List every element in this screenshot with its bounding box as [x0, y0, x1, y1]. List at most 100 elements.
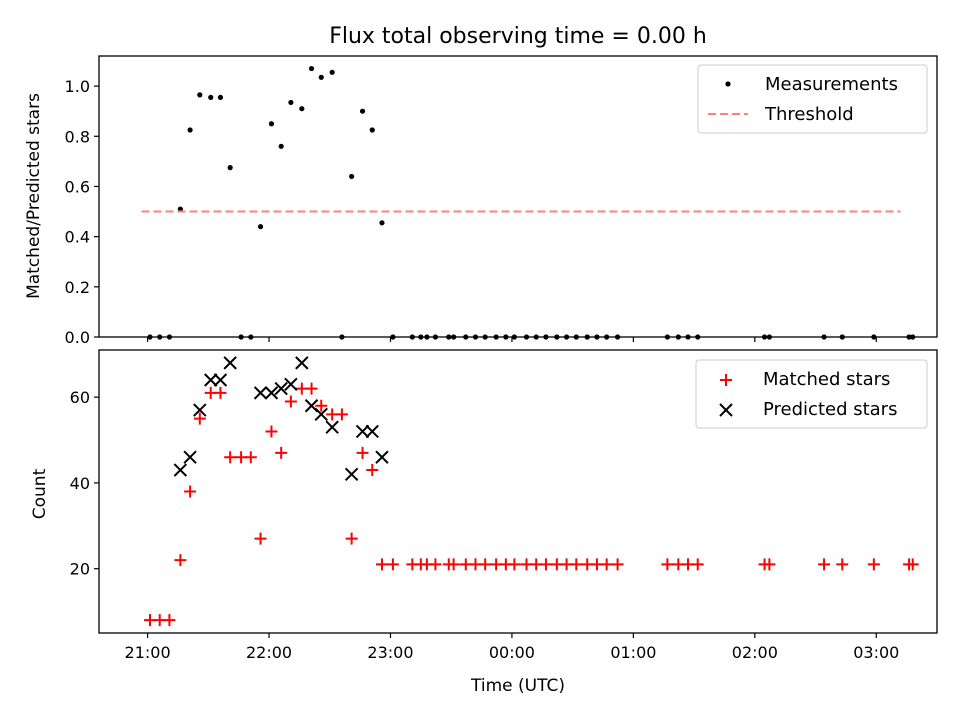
measurement-point [308, 65, 315, 72]
measurement-point [299, 106, 305, 112]
y-tick-label: 0.0 [65, 328, 90, 347]
measurement-point [238, 334, 244, 340]
x-tick-label: 21:00 [125, 643, 171, 662]
measurement-point [278, 143, 284, 149]
measurement-point [379, 220, 385, 226]
predicted-star-point [274, 381, 288, 396]
legend-measurements-dot-icon [725, 81, 731, 87]
measurement-point [257, 224, 264, 230]
y-tick-label: 1.0 [65, 77, 90, 96]
measurement-point [503, 334, 509, 340]
predicted-star-point [183, 450, 197, 464]
measurement-point [766, 334, 773, 340]
predicted-star-point [173, 463, 188, 477]
matched-star-point [366, 464, 379, 477]
legend-predicted-x-icon [719, 403, 733, 417]
measurement-point [573, 334, 579, 340]
measurement-point [268, 121, 275, 127]
matched-star-point [254, 532, 267, 545]
bottom-marks [144, 356, 919, 627]
matched-star-point [265, 425, 278, 438]
measurement-point [685, 334, 691, 340]
x-tick-label: 01:00 [610, 643, 656, 662]
measurement-point [511, 334, 517, 340]
predicted-star-point [325, 420, 339, 434]
top-panel-ylabel: Matched/Predicted stars [24, 93, 44, 299]
y-tick-label: 0.6 [65, 177, 90, 196]
predicted-star-point [193, 403, 207, 417]
measurement-point [664, 334, 670, 340]
measurement-point [288, 99, 294, 106]
matched-star-point [375, 558, 388, 571]
y-tick-label: 60 [70, 388, 90, 407]
matched-star-point [611, 558, 624, 571]
measurement-point [493, 334, 499, 340]
measurement-point [594, 334, 600, 340]
bottom-y-ticks: 20 40 60 [70, 388, 99, 579]
legend-predicted-label: Predicted stars [763, 399, 897, 420]
predicted-star-point [355, 424, 370, 439]
measurement-point [451, 334, 457, 340]
matched-star-point [193, 412, 206, 425]
measurement-point [369, 127, 375, 133]
legend-measurements-label: Measurements [765, 74, 898, 95]
matched-star-point [345, 532, 358, 545]
predicted-star-point [264, 386, 279, 400]
predicted-star-point [253, 386, 268, 400]
matched-star-point [356, 446, 369, 459]
top-panel-frame [98, 55, 938, 338]
measurement-point [906, 334, 912, 340]
matched-star-point [184, 485, 197, 498]
predicted-star-point [375, 450, 389, 464]
measurement-point [871, 334, 877, 340]
matched-star-point [429, 558, 442, 571]
y-tick-label: 40 [70, 474, 90, 493]
x-tick-label: 23:00 [367, 643, 413, 662]
top-panel: Matched/Predicted stars 0.0 0.2 0.4 0.6 0.8 1… [24, 55, 938, 347]
matched-star-point [539, 558, 552, 571]
measurement-point [563, 334, 570, 340]
measurement-point [761, 334, 768, 340]
legend-threshold-label: Threshold [764, 104, 854, 125]
matched-star-point [386, 558, 399, 571]
measurement-point [177, 206, 183, 212]
measurement-point [432, 334, 439, 340]
bottom-legend: Matched stars Predicted stars [695, 359, 928, 429]
matched-star-point [763, 558, 776, 571]
measurement-point [329, 69, 335, 75]
x-tick-label: 03:00 [853, 643, 899, 662]
measurement-point [523, 334, 530, 340]
matched-star-point [284, 395, 297, 408]
measurement-point [584, 334, 590, 340]
measurement-point [543, 334, 549, 340]
bottom-x-ticks: 21:00 22:00 23:00 00:00 01:00 02:00 03:00 [125, 633, 899, 662]
matched-star-point [447, 558, 460, 571]
measurement-point [227, 165, 233, 171]
top-legend-box [697, 64, 928, 134]
bottom-panel: Count Time (UTC) 20 40 60 21:00 22:00 23:00 0… [30, 349, 938, 696]
bottom-panel-ylabel: Count [30, 468, 50, 519]
measurement-point [910, 334, 916, 340]
top-legend: Measurements Threshold [697, 64, 928, 134]
measurement-point [418, 334, 424, 340]
measurement-point [217, 94, 224, 100]
x-tick-label: 02:00 [732, 643, 778, 662]
legend-matched-label: Matched stars [763, 369, 890, 390]
measurement-point [839, 334, 845, 340]
x-tick-label: 22:00 [246, 643, 292, 662]
measurement-point [463, 334, 469, 340]
measurement-point [147, 334, 153, 340]
matched-star-point [275, 446, 288, 459]
matched-star-point [691, 558, 704, 571]
y-tick-label: 0.2 [65, 278, 90, 297]
measurement-point [821, 334, 827, 340]
predicted-star-point [223, 356, 237, 370]
matched-star-point [335, 408, 348, 421]
measurement-point [604, 334, 610, 340]
matched-star-point [174, 554, 187, 567]
measurement-point [197, 92, 203, 98]
matched-star-point [661, 558, 674, 571]
matched-star-point [867, 558, 880, 571]
matched-star-point [305, 382, 318, 395]
measurement-point [187, 127, 193, 133]
